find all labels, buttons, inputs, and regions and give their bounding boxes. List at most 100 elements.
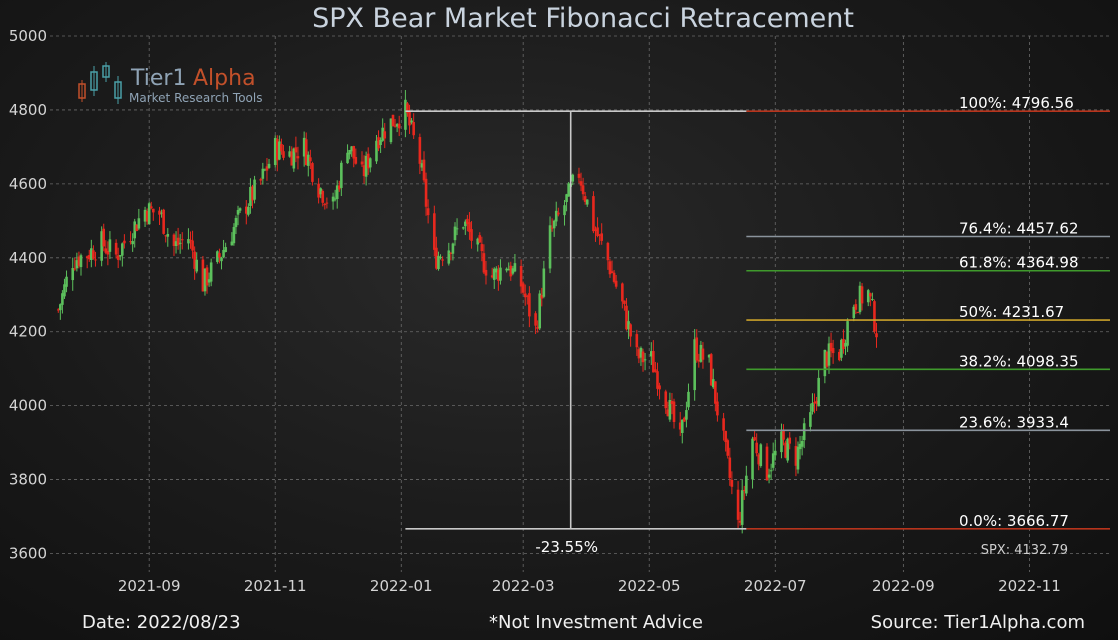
candle-body [362, 165, 366, 177]
logo-tagline: Market Research Tools [129, 91, 262, 105]
candle-body [309, 157, 312, 162]
candle-body [594, 229, 597, 231]
candle-body [866, 290, 870, 303]
candle-body [492, 268, 496, 280]
x-tick-label: 2022-09 [872, 577, 935, 595]
candle-body [201, 259, 205, 292]
candle-body [395, 124, 399, 127]
candle-body [614, 280, 618, 287]
candle-body [507, 268, 511, 271]
candle-body [251, 186, 254, 201]
candle-body [335, 185, 339, 200]
candle-body [678, 422, 682, 430]
candle-body [695, 337, 699, 361]
candle-body [348, 149, 351, 155]
candle-body [811, 403, 814, 412]
candle-body [56, 309, 60, 311]
candle-body [740, 490, 744, 525]
candle-body [742, 489, 746, 491]
candle-body [782, 429, 785, 440]
candle-body [207, 279, 211, 283]
candle-body [869, 293, 872, 297]
candle-body [600, 233, 603, 241]
candle-body [540, 295, 544, 299]
candle-body [187, 239, 190, 244]
candle-body [143, 209, 147, 222]
candle-body [238, 208, 242, 211]
candle-body [63, 284, 66, 297]
candle-body [209, 262, 213, 282]
candle-body [627, 321, 630, 330]
candle-body [333, 198, 337, 200]
candle-body [583, 196, 587, 202]
candle-body [360, 161, 364, 165]
candle-body [871, 298, 874, 300]
candle-body [114, 242, 118, 255]
candle-body [108, 239, 112, 252]
candle-body [637, 349, 641, 359]
candle-body [437, 255, 440, 270]
candle-body [643, 359, 647, 361]
candle-body [699, 344, 703, 362]
candle-body [817, 377, 820, 407]
candle-body [439, 256, 442, 258]
candle-body [842, 338, 845, 350]
measure-bracket: -23.55% [405, 110, 747, 556]
candle-body [724, 430, 727, 443]
candle-body [468, 222, 471, 232]
fib-label: 0.0%: 3666.77 [959, 512, 1069, 530]
chart-title: SPX Bear Market Fibonacci Retracement [312, 3, 854, 34]
candle-body [92, 250, 95, 259]
candle-body [137, 218, 141, 229]
candle-body [736, 489, 740, 520]
candle-body [513, 263, 517, 272]
candle-body [350, 146, 353, 152]
candle-body [654, 369, 657, 372]
candle-body [234, 217, 238, 228]
candle-body [422, 159, 426, 181]
candle-body [158, 210, 161, 215]
candle-body [771, 453, 775, 468]
candle-body [722, 418, 725, 431]
candle-body [773, 450, 777, 456]
candle-body [404, 99, 407, 130]
candle-body [90, 248, 93, 261]
candle-body [738, 520, 742, 523]
candle-body [135, 224, 139, 231]
candle-body [480, 244, 484, 252]
candle-body [726, 440, 730, 456]
candle-body [273, 137, 277, 166]
candle-body [100, 231, 103, 261]
candle-body [780, 431, 783, 453]
candle-body [499, 267, 502, 281]
candle-body [87, 255, 91, 260]
candle-body [296, 156, 300, 159]
candle-body [306, 154, 310, 166]
fib-label: 76.4%: 4457.62 [959, 219, 1079, 237]
y-tick-label: 4400 [9, 249, 47, 267]
candle-body [794, 446, 798, 466]
measure-label: -23.55% [535, 538, 598, 556]
candle-body [581, 185, 585, 195]
candle-body [809, 412, 812, 427]
candle-body [406, 103, 409, 114]
candle-body [672, 401, 676, 422]
x-tick-label: 2021-11 [244, 577, 307, 595]
candle-body [164, 235, 168, 237]
candle-body [813, 402, 816, 404]
candles [56, 89, 878, 534]
candle-body [193, 251, 196, 269]
candle-body [823, 349, 827, 377]
x-tick-label: 2022-11 [998, 577, 1061, 595]
candle-body [244, 206, 248, 214]
candle-body [379, 140, 382, 146]
candle-body [563, 205, 566, 216]
candle-body [838, 351, 841, 361]
x-tick-label: 2022-07 [744, 577, 807, 595]
candle-body [364, 155, 368, 177]
candle-body [265, 166, 269, 171]
candle-body [191, 240, 194, 251]
candle-body [133, 221, 137, 239]
candle-body [846, 321, 849, 346]
candle-body [745, 475, 748, 494]
